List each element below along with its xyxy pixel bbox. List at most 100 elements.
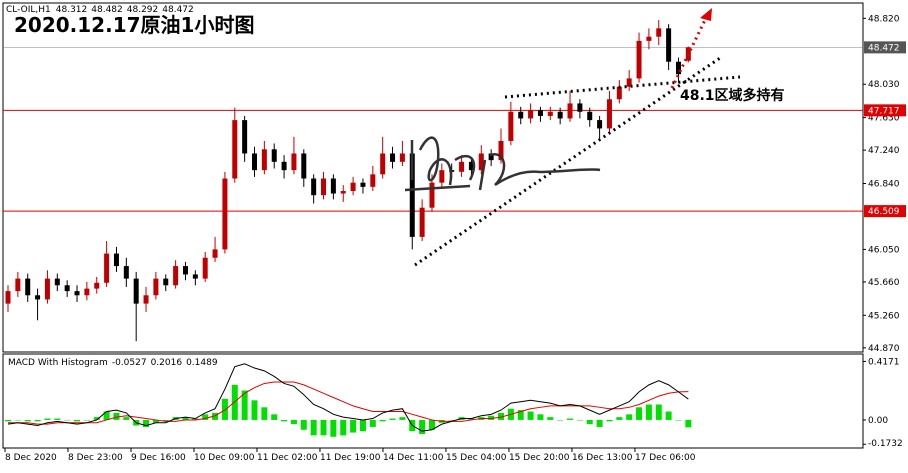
macd-histogram-bar (152, 419, 159, 423)
macd-histogram-bar (576, 419, 583, 421)
macd-histogram-bar (5, 419, 11, 422)
macd-histogram-bar (34, 419, 41, 422)
macd-histogram-bar (212, 412, 219, 420)
candle-body (606, 99, 612, 129)
candle-body (468, 161, 474, 171)
signature (404, 136, 601, 192)
x-tick-label: 10 Dec 09:00 (194, 453, 255, 463)
candle-body (301, 153, 307, 179)
candle-body (656, 28, 662, 37)
candle-body (153, 278, 159, 296)
signal-line (8, 381, 689, 425)
macd-histogram-bar (547, 417, 554, 420)
macd-histogram-bar (448, 419, 455, 421)
macd-histogram-bar (64, 419, 71, 421)
macd-histogram-bar (399, 417, 406, 420)
candle-body (192, 274, 198, 279)
candle-body (547, 111, 553, 116)
x-tick-label: 17 Dec 06:00 (635, 453, 696, 463)
candle-body (173, 266, 179, 286)
candle-body (163, 278, 169, 286)
candle-body (616, 86, 622, 100)
macd-histogram-bar (261, 407, 268, 420)
macd-histogram-bar (182, 417, 189, 420)
candle-body (429, 182, 435, 208)
macd-histogram-bar (202, 414, 209, 420)
macd-histogram-bar (517, 410, 524, 420)
candle-body (380, 153, 386, 175)
x-tick-label: 16 Dec 13:00 (572, 453, 633, 463)
level-label: 47.717 (868, 106, 900, 116)
macd-histogram-bar (488, 415, 495, 420)
macd-histogram-bar (14, 419, 21, 421)
macd-histogram-bar (320, 419, 327, 436)
macd-histogram-bar (143, 419, 150, 427)
macd-histogram-bar (300, 419, 307, 430)
candle-body (636, 40, 642, 79)
macd-histogram-bar (330, 419, 337, 437)
macd-histogram-bar (44, 418, 51, 420)
macd-line (7, 363, 689, 432)
candle-body (528, 110, 534, 119)
macd-histogram-bar (359, 419, 366, 432)
macd-histogram-bar (567, 418, 574, 420)
level-label: 46.509 (868, 207, 900, 217)
x-tick-label: 15 Dec 20:00 (509, 453, 570, 463)
candle-body (330, 178, 336, 194)
candle-body (537, 110, 543, 116)
candle-body (242, 120, 248, 154)
macd-histogram-bar (606, 419, 613, 422)
marks: 48.820 48.030 47.630 47.240 46.840 46.050 45.6… (3, 14, 906, 463)
macd-histogram-bar (83, 419, 90, 421)
candle-body (271, 149, 277, 162)
macd-histogram-bar (281, 419, 288, 422)
annotation: 48.1区域多持有 (680, 87, 785, 104)
macd-histogram-bar (616, 417, 623, 420)
ohlc-close: 48.472 (162, 5, 194, 15)
macd-histogram-bar (596, 419, 603, 427)
candle-body (399, 153, 405, 162)
candle-body (597, 120, 603, 129)
macd-pane (2, 353, 864, 449)
candle-body (666, 28, 672, 62)
candle-body (123, 266, 129, 279)
candle-body (508, 111, 514, 141)
macd-histogram-bar (685, 419, 692, 428)
ohlc-high: 48.482 (91, 5, 123, 15)
candle-body (291, 153, 297, 171)
candle-body (182, 266, 188, 275)
candle-body (321, 178, 327, 196)
trend-line (414, 56, 721, 267)
macd-histogram-bar (24, 419, 31, 422)
y-tick-label: 0.00 (868, 416, 888, 426)
macd-histogram-bar (557, 419, 564, 421)
macd-histogram-bar (93, 417, 100, 420)
candle-body (232, 120, 238, 179)
candle-body (675, 61, 681, 75)
candle-body (350, 182, 356, 192)
arrow-line (670, 17, 708, 89)
price-label: 48.472 (868, 43, 900, 53)
candle-body (74, 291, 80, 296)
y-tick-label: 45.260 (868, 311, 900, 321)
x-tick-label: 14 Dec 11:00 (383, 453, 444, 463)
candle-body (557, 111, 563, 119)
x-tick-label: 15 Dec 04:00 (446, 453, 507, 463)
macd-histogram-bar (340, 419, 347, 436)
symbol: CL-OIL,H1 (6, 5, 51, 15)
ohlc-low: 48.292 (127, 5, 159, 15)
macd-signal-last: 0.2016 (151, 358, 183, 368)
macd-histogram-bar (241, 390, 248, 420)
chart-title: 2020.12.17原油1小时图 (14, 13, 254, 37)
candle-body (281, 161, 287, 171)
candle-body (340, 191, 346, 194)
candle-body (113, 253, 119, 267)
candle-body (202, 257, 208, 279)
macd-histogram-bar (103, 411, 110, 420)
candle-body (54, 278, 60, 286)
candle-body (577, 103, 583, 112)
macd-histogram-bar (290, 419, 297, 425)
macd-histogram-bar (192, 418, 199, 420)
level-label-box (864, 205, 906, 218)
